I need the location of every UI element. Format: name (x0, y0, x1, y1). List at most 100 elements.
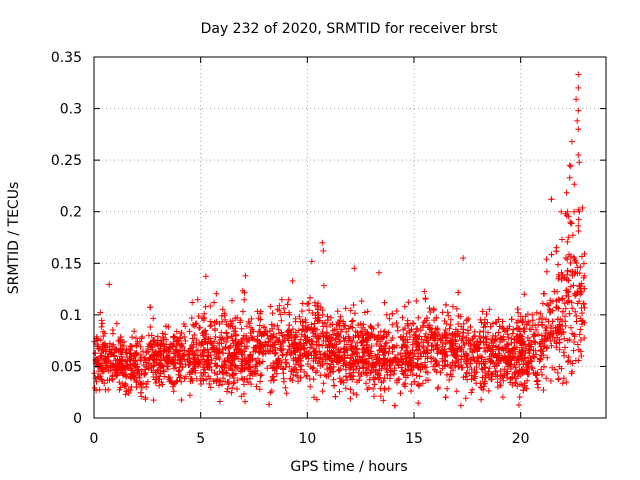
data-point (342, 322, 349, 329)
data-point (563, 189, 570, 196)
data-point (389, 321, 396, 328)
data-point (395, 358, 402, 365)
data-point (337, 378, 344, 385)
data-point (250, 344, 257, 351)
data-point (320, 380, 327, 387)
data-point (421, 288, 428, 295)
data-point (509, 330, 516, 337)
data-point (391, 402, 398, 409)
data-point (219, 369, 226, 376)
data-point (275, 326, 282, 333)
data-point (320, 282, 327, 289)
data-point (147, 324, 154, 330)
data-point (578, 253, 585, 260)
data-point (526, 350, 533, 357)
data-point (485, 329, 491, 336)
data-point (553, 340, 560, 347)
data-point (330, 363, 337, 370)
data-point (114, 371, 121, 378)
data-point (413, 372, 420, 379)
data-point (516, 394, 523, 400)
data-point (360, 369, 367, 376)
data-point (336, 375, 343, 382)
data-point (230, 380, 237, 387)
data-point (189, 335, 196, 342)
data-point (509, 382, 516, 388)
data-point (377, 393, 384, 400)
data-point (482, 364, 489, 371)
data-point (567, 220, 574, 227)
data-point (526, 326, 533, 333)
data-point (229, 297, 235, 304)
data-point (286, 363, 293, 370)
data-point (560, 375, 567, 382)
data-point (110, 330, 116, 337)
data-point (312, 358, 319, 364)
data-point (182, 323, 189, 330)
data-point (381, 328, 388, 335)
data-point (299, 308, 305, 315)
data-point (273, 370, 280, 377)
plot-frame (93, 56, 607, 419)
data-point (543, 256, 550, 263)
data-point (536, 341, 543, 347)
data-point (230, 355, 236, 362)
data-point (178, 378, 185, 385)
data-point (216, 398, 223, 405)
data-point (340, 362, 347, 369)
data-point (295, 378, 302, 385)
data-point (297, 357, 304, 364)
data-point (383, 366, 390, 373)
data-point (581, 272, 588, 279)
data-point (228, 389, 235, 396)
data-point (181, 356, 188, 363)
data-point (380, 348, 387, 355)
data-point (216, 334, 223, 341)
data-point (204, 359, 211, 366)
data-point (307, 383, 314, 390)
data-point (176, 367, 182, 374)
data-point (535, 331, 542, 338)
data-point (107, 363, 114, 370)
data-point (243, 361, 250, 368)
data-point (95, 364, 101, 371)
data-point (538, 366, 545, 373)
data-point (257, 340, 264, 347)
data-point (331, 341, 338, 348)
data-point (225, 378, 232, 385)
data-point (347, 374, 354, 381)
data-point (513, 359, 520, 366)
data-point (171, 359, 178, 366)
data-point (499, 318, 506, 325)
data-point (387, 362, 394, 368)
data-point (476, 333, 483, 340)
y-tick-label: 0.15 (51, 256, 82, 272)
data-point (178, 330, 185, 337)
data-point (347, 337, 354, 344)
data-point (283, 390, 290, 397)
data-point (282, 356, 289, 363)
data-point (467, 324, 474, 330)
data-point (306, 338, 313, 345)
data-point (424, 343, 431, 349)
data-point (534, 369, 541, 376)
data-point (350, 390, 357, 397)
data-point (561, 352, 568, 359)
data-point (167, 378, 174, 385)
data-point (513, 319, 520, 326)
data-point (193, 337, 200, 343)
data-point (326, 347, 333, 354)
data-point (257, 310, 264, 317)
data-point (147, 304, 154, 311)
data-point (435, 384, 442, 391)
data-point (532, 332, 538, 339)
data-point (207, 303, 214, 309)
data-point (535, 384, 542, 391)
data-point (392, 355, 399, 362)
data-point (383, 311, 390, 318)
data-point (386, 315, 393, 322)
data-point (255, 348, 262, 355)
data-point (246, 337, 253, 344)
data-point (166, 344, 173, 351)
data-point (117, 384, 124, 391)
